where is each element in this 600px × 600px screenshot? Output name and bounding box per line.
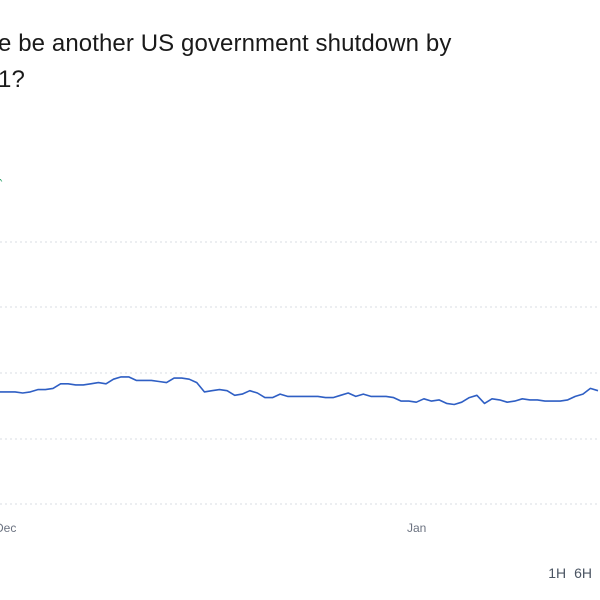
time-range-selector: 1H 6H	[544, 564, 596, 582]
x-tick-label: Dec	[0, 521, 16, 535]
title-line-2: 1?	[0, 66, 25, 93]
chart-series-layer	[0, 376, 599, 406]
title-line-1: e be another US government shutdown by	[0, 30, 452, 57]
chart-gridlines	[0, 241, 600, 505]
change-up-icon: ˆ	[0, 179, 4, 194]
chart-x-axis: Dec Jan	[0, 521, 426, 535]
price-series-line	[0, 376, 599, 406]
x-tick-label: Jan	[407, 521, 426, 535]
range-6h-button[interactable]: 6H	[570, 564, 596, 582]
market-question-title: e be another US government shutdown by 1…	[0, 26, 600, 98]
range-1h-button[interactable]: 1H	[544, 564, 570, 582]
